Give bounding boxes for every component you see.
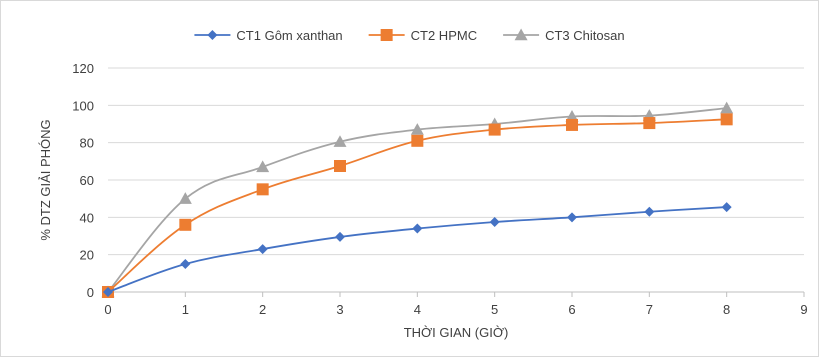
y-tick-label: 0 <box>87 285 94 300</box>
x-tick-label: 3 <box>336 302 343 317</box>
x-tick-label: 8 <box>723 302 730 317</box>
data-point <box>488 123 501 136</box>
data-point <box>256 160 270 173</box>
series <box>101 101 734 298</box>
x-tick-label: 5 <box>491 302 498 317</box>
data-point <box>720 101 734 114</box>
legend-item-3: CT3 Chitosan <box>503 28 625 43</box>
y-tick-label: 40 <box>80 210 94 225</box>
x-tick-label: 6 <box>568 302 575 317</box>
axes: % DTZ GIẢI PHÓNG THỜI GIAN (GIỜ) 0204060… <box>38 61 808 340</box>
y-tick-label: 60 <box>80 173 94 188</box>
data-point <box>644 206 655 217</box>
data-point <box>411 134 424 147</box>
data-point <box>179 218 192 231</box>
data-point <box>335 231 345 242</box>
y-axis-title: % DTZ GIẢI PHÓNG <box>38 119 53 240</box>
legend-marker <box>207 30 218 40</box>
y-tick-label: 120 <box>72 61 94 76</box>
data-point <box>567 212 577 223</box>
legend-marker <box>380 29 393 41</box>
data-point <box>565 110 579 122</box>
data-point <box>489 217 500 227</box>
legend-label: CT1 Gôm xanthan <box>236 28 342 43</box>
x-tick-label: 1 <box>182 302 189 317</box>
y-tick-label: 100 <box>72 98 94 113</box>
data-point <box>334 160 346 172</box>
x-tick-label: 0 <box>104 302 111 317</box>
legend-item-1: CT1 Gôm xanthan <box>194 28 343 43</box>
x-tick-label: 9 <box>800 302 807 317</box>
legend-marker <box>514 28 528 41</box>
series-2 <box>102 113 733 298</box>
series-line <box>107 107 727 293</box>
legend-label: CT2 HPMC <box>411 28 477 43</box>
data-point <box>103 287 113 297</box>
series-1 <box>103 202 732 297</box>
data-point <box>257 244 268 255</box>
data-point <box>412 223 423 234</box>
data-point <box>721 202 732 213</box>
legend: CT1 Gôm xanthan CT2 HPMC CT3 Chitosan <box>194 28 625 43</box>
legend-item-2: CT2 HPMC <box>368 28 477 43</box>
legend-label: CT3 Chitosan <box>545 28 624 43</box>
data-point <box>256 183 269 196</box>
gridlines <box>108 67 804 256</box>
series-line <box>107 118 727 293</box>
x-axis-title: THỜI GIAN (GIỜ) <box>404 325 509 340</box>
x-tick-label: 7 <box>646 302 653 317</box>
data-point <box>720 113 733 126</box>
data-point <box>643 117 656 130</box>
y-tick-label: 80 <box>80 136 94 151</box>
x-tick-label: 2 <box>259 302 266 317</box>
x-tick-label: 4 <box>414 302 421 317</box>
data-point <box>333 135 347 147</box>
data-point <box>180 259 191 269</box>
data-point <box>566 118 578 131</box>
y-tick-label: 20 <box>80 248 94 263</box>
data-point <box>410 123 424 135</box>
data-point <box>178 192 192 204</box>
